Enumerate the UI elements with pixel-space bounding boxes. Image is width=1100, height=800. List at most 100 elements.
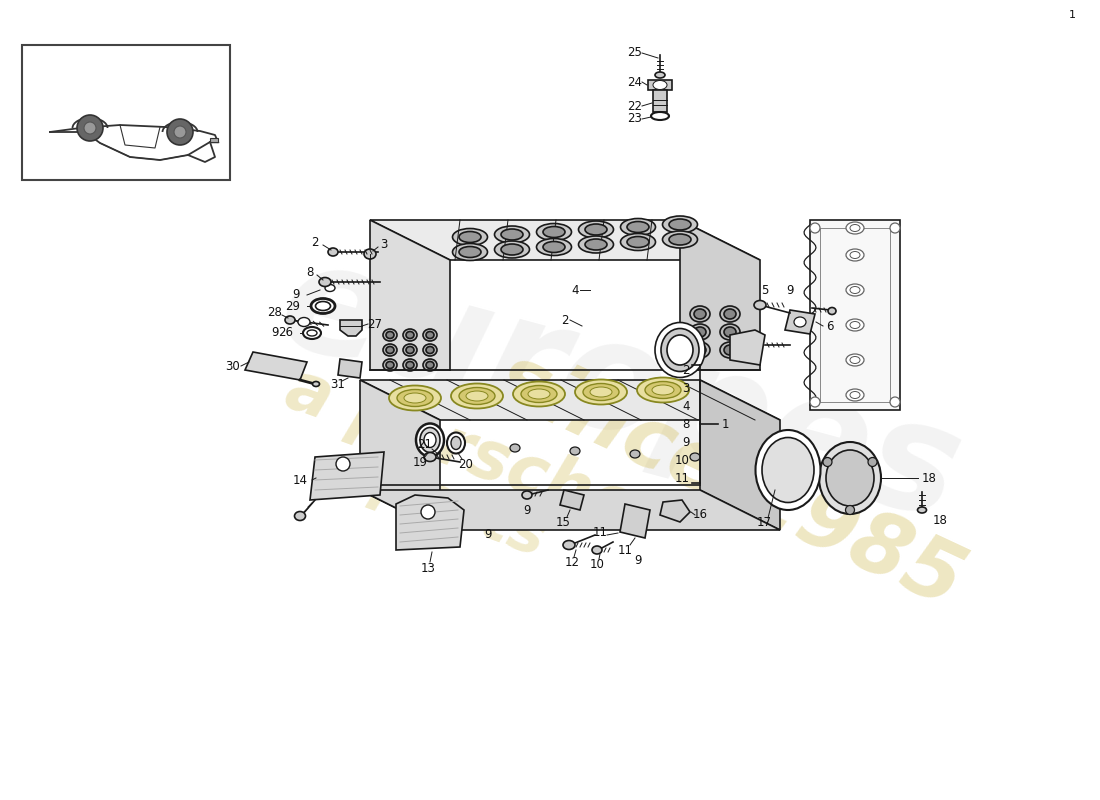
Text: 9: 9 <box>272 326 278 338</box>
Ellipse shape <box>537 223 572 241</box>
Ellipse shape <box>406 346 414 354</box>
Ellipse shape <box>850 357 860 363</box>
Text: parts: parts <box>365 451 556 569</box>
Ellipse shape <box>298 318 310 326</box>
Ellipse shape <box>662 216 697 233</box>
Text: 4: 4 <box>682 399 690 413</box>
Ellipse shape <box>810 397 820 407</box>
Ellipse shape <box>645 382 681 398</box>
Ellipse shape <box>662 231 697 248</box>
Ellipse shape <box>452 243 487 261</box>
Text: 11: 11 <box>675 471 690 485</box>
Ellipse shape <box>424 433 436 447</box>
Ellipse shape <box>500 229 522 240</box>
Text: 3: 3 <box>381 238 387 250</box>
Ellipse shape <box>652 385 674 395</box>
Polygon shape <box>360 380 440 530</box>
Ellipse shape <box>850 322 860 329</box>
Ellipse shape <box>563 541 575 550</box>
Ellipse shape <box>513 382 565 406</box>
Ellipse shape <box>167 119 192 145</box>
Polygon shape <box>310 452 384 500</box>
Ellipse shape <box>383 344 397 356</box>
Ellipse shape <box>690 453 700 461</box>
Ellipse shape <box>654 72 666 78</box>
Polygon shape <box>22 45 230 180</box>
Ellipse shape <box>424 329 437 341</box>
Ellipse shape <box>324 285 336 291</box>
Ellipse shape <box>404 393 426 403</box>
Text: 4: 4 <box>571 283 579 297</box>
Polygon shape <box>820 228 890 402</box>
Polygon shape <box>785 310 815 334</box>
Ellipse shape <box>627 222 649 233</box>
Ellipse shape <box>570 447 580 455</box>
Ellipse shape <box>828 307 836 314</box>
Ellipse shape <box>694 327 706 337</box>
Text: 23: 23 <box>628 113 642 126</box>
Ellipse shape <box>592 546 602 554</box>
Polygon shape <box>620 504 650 538</box>
Polygon shape <box>700 380 780 530</box>
Ellipse shape <box>579 221 614 238</box>
Text: 8: 8 <box>683 418 690 430</box>
Ellipse shape <box>416 423 444 457</box>
Ellipse shape <box>406 362 414 369</box>
Ellipse shape <box>917 507 926 513</box>
Ellipse shape <box>630 450 640 458</box>
Polygon shape <box>648 80 672 90</box>
Text: 18: 18 <box>933 514 947 526</box>
Ellipse shape <box>620 218 656 235</box>
Ellipse shape <box>620 234 656 250</box>
Ellipse shape <box>424 453 436 462</box>
Polygon shape <box>210 138 218 142</box>
Text: 11: 11 <box>593 526 607 538</box>
Ellipse shape <box>522 491 532 499</box>
Text: 22: 22 <box>627 99 642 113</box>
Ellipse shape <box>575 379 627 405</box>
Ellipse shape <box>667 335 693 365</box>
Ellipse shape <box>424 344 437 356</box>
Ellipse shape <box>426 362 434 369</box>
Ellipse shape <box>820 442 881 514</box>
Text: 26: 26 <box>278 326 293 339</box>
Ellipse shape <box>826 450 875 506</box>
Text: 10: 10 <box>590 558 604 570</box>
Text: 8: 8 <box>306 266 313 278</box>
Ellipse shape <box>421 505 434 519</box>
Text: 27: 27 <box>367 318 383 330</box>
Ellipse shape <box>579 236 614 253</box>
Text: since 1985: since 1985 <box>484 337 976 623</box>
Text: 20: 20 <box>459 458 473 470</box>
Ellipse shape <box>724 309 736 319</box>
Ellipse shape <box>654 322 705 378</box>
Ellipse shape <box>543 242 565 253</box>
Ellipse shape <box>850 251 860 258</box>
Polygon shape <box>560 490 584 510</box>
Ellipse shape <box>316 302 330 310</box>
Ellipse shape <box>850 286 860 294</box>
Ellipse shape <box>694 309 706 319</box>
Text: 2: 2 <box>311 235 319 249</box>
Ellipse shape <box>720 306 740 322</box>
Text: 18: 18 <box>922 471 937 485</box>
Polygon shape <box>730 330 764 365</box>
Ellipse shape <box>810 223 820 233</box>
Ellipse shape <box>451 437 461 450</box>
Text: 25: 25 <box>628 46 642 59</box>
Ellipse shape <box>846 319 864 331</box>
Ellipse shape <box>383 329 397 341</box>
Text: 15: 15 <box>556 515 571 529</box>
Polygon shape <box>396 495 464 550</box>
Ellipse shape <box>868 458 877 466</box>
Ellipse shape <box>846 389 864 401</box>
Ellipse shape <box>724 327 736 337</box>
Ellipse shape <box>537 238 572 255</box>
Text: 12: 12 <box>564 555 580 569</box>
Polygon shape <box>680 220 760 370</box>
Text: 2: 2 <box>561 314 569 326</box>
Ellipse shape <box>585 239 607 250</box>
Ellipse shape <box>451 383 503 409</box>
Ellipse shape <box>424 359 437 371</box>
Text: europes: europes <box>264 228 976 552</box>
